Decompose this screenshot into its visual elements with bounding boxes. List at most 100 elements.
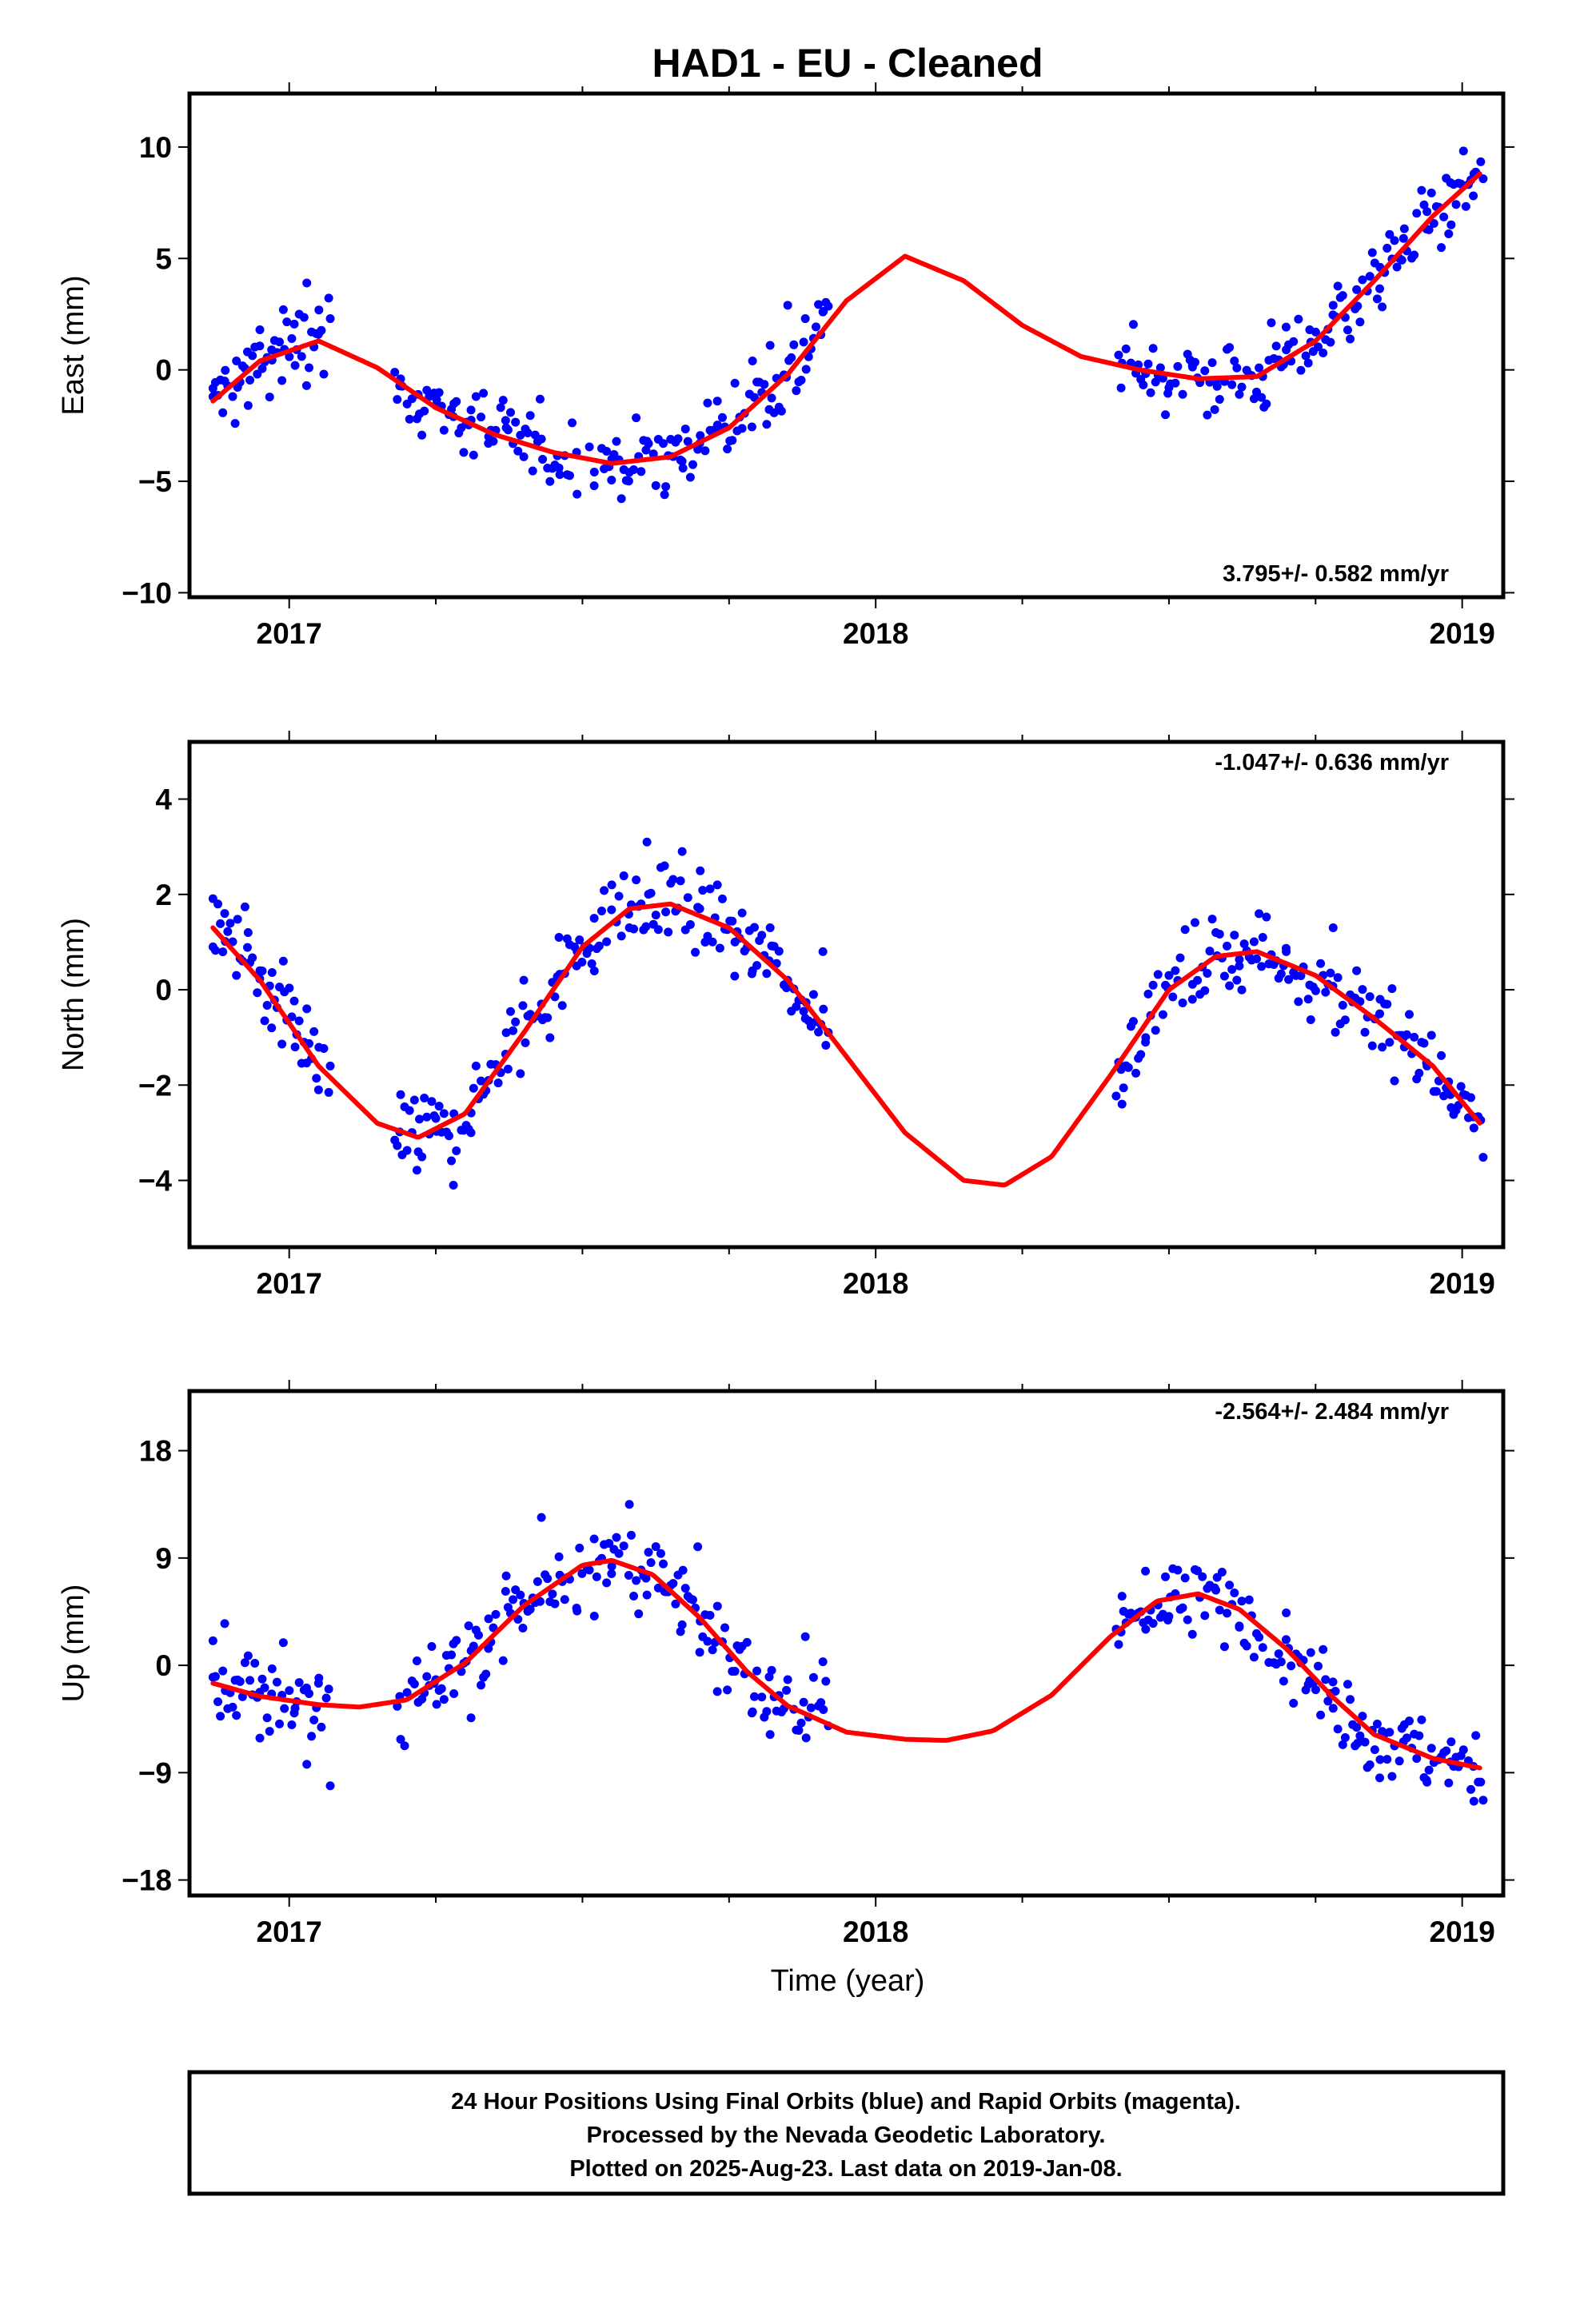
east-data-point <box>1190 357 1199 367</box>
north-data-point <box>1123 1062 1133 1072</box>
up-data-point <box>307 1732 317 1741</box>
east-data-point <box>792 386 801 396</box>
east-data-point <box>1314 342 1323 352</box>
east-data-point <box>511 417 521 427</box>
north-data-point <box>1390 1076 1399 1086</box>
up-data-point <box>1235 1621 1244 1631</box>
east-data-point <box>1289 337 1299 346</box>
east-data-point <box>1143 359 1153 369</box>
north-data-point <box>656 863 665 872</box>
east-y-tick-label: 10 <box>139 131 172 164</box>
up-data-point <box>491 1609 501 1619</box>
panel-up: 2017 2018 2019 −18 −9 0 9 18 Up (mm) -2.564+/- 2.… <box>57 1380 1514 1948</box>
north-y-tick-label: −2 <box>138 1069 172 1102</box>
up-data-point <box>642 1590 652 1600</box>
north-data-point <box>519 975 529 985</box>
up-data-point <box>767 1665 776 1675</box>
north-data-point <box>782 983 792 993</box>
east-data-point <box>1458 146 1468 156</box>
up-data-point <box>272 1677 281 1687</box>
up-data-point <box>762 1707 772 1716</box>
east-x-tick-label: 2018 <box>843 617 908 650</box>
up-data-point <box>1394 1756 1404 1766</box>
up-data-point <box>516 1590 525 1600</box>
east-data-point <box>1446 220 1456 229</box>
up-data-point <box>821 1676 831 1686</box>
north-data-point <box>1187 995 1197 1004</box>
east-data-point <box>1227 380 1237 389</box>
up-data-point <box>1210 1583 1219 1593</box>
east-data-point <box>585 442 594 452</box>
north-data-point <box>1478 1153 1488 1162</box>
north-data-point <box>257 967 267 976</box>
north-data-point <box>449 1180 458 1190</box>
east-data-point <box>221 365 230 375</box>
up-data-point <box>1217 1567 1227 1577</box>
north-data-point <box>1225 981 1235 991</box>
up-data-point <box>396 1735 405 1744</box>
north-data-point <box>294 1016 304 1026</box>
north-data-point <box>717 894 727 903</box>
up-data-point <box>439 1695 449 1704</box>
east-data-point <box>489 436 498 446</box>
north-data-point <box>545 1033 555 1042</box>
up-data-point <box>1161 1572 1171 1581</box>
north-data-point <box>1437 1050 1446 1060</box>
panel-north: 2017 2018 2019 −4 −2 0 2 4 North (mm) -1.047+/- 0… <box>57 731 1514 1300</box>
east-data-point <box>1355 317 1365 327</box>
north-data-point <box>715 943 724 953</box>
north-data-point <box>444 1131 453 1141</box>
east-data-point <box>228 392 237 401</box>
up-data-point <box>1360 1737 1370 1747</box>
north-fit-line <box>210 901 1482 1188</box>
north-data-point <box>452 1146 461 1156</box>
north-data-point <box>1258 932 1267 942</box>
up-data-point <box>393 1701 402 1711</box>
east-rate-label: 3.795+/- 0.582 mm/yr <box>1223 561 1449 587</box>
north-data-point <box>469 1083 478 1093</box>
up-data-point <box>1353 1738 1363 1748</box>
up-data-point <box>265 1727 274 1736</box>
up-data-point <box>518 1623 528 1632</box>
north-data-point <box>412 1166 421 1175</box>
north-data-point <box>728 916 737 926</box>
north-data-point <box>427 1097 437 1106</box>
east-data-point <box>1203 410 1212 420</box>
up-data-point <box>749 1692 759 1701</box>
east-data-point <box>452 397 461 406</box>
east-data-point <box>723 444 732 454</box>
north-data-point <box>1219 971 1229 981</box>
up-data-point <box>1319 1644 1328 1654</box>
north-data-point <box>1255 909 1264 919</box>
north-y-tick-label: 2 <box>155 879 172 911</box>
up-data-point <box>262 1713 272 1723</box>
north-data-point <box>677 847 687 856</box>
up-data-point <box>1173 1565 1183 1575</box>
north-data-point <box>1426 1030 1436 1040</box>
up-data-point <box>543 1574 553 1584</box>
up-data-point <box>1466 1784 1476 1794</box>
up-data-point <box>1178 1603 1187 1612</box>
east-data-point <box>1225 343 1235 353</box>
up-data-point <box>1276 1657 1286 1667</box>
north-data-point <box>616 931 626 941</box>
east-data-point <box>232 357 241 366</box>
east-data-point <box>717 413 727 422</box>
up-data-point <box>680 1584 690 1593</box>
east-data-point <box>1155 363 1165 373</box>
up-data-point <box>1424 1765 1434 1775</box>
east-data-point <box>555 470 565 480</box>
east-data-point <box>1478 174 1488 184</box>
east-data-point <box>1212 381 1222 391</box>
up-data-point <box>747 1708 756 1718</box>
east-data-point <box>420 406 429 416</box>
up-data-point <box>1412 1754 1422 1764</box>
north-data-point <box>1358 985 1367 995</box>
east-data-point <box>688 460 697 469</box>
up-data-point <box>243 1651 253 1660</box>
north-data-point <box>289 996 299 1006</box>
north-plot-frame <box>187 739 1506 1250</box>
north-data-point <box>1387 984 1397 994</box>
east-data-point <box>297 352 306 361</box>
north-data-point <box>1326 968 1335 978</box>
